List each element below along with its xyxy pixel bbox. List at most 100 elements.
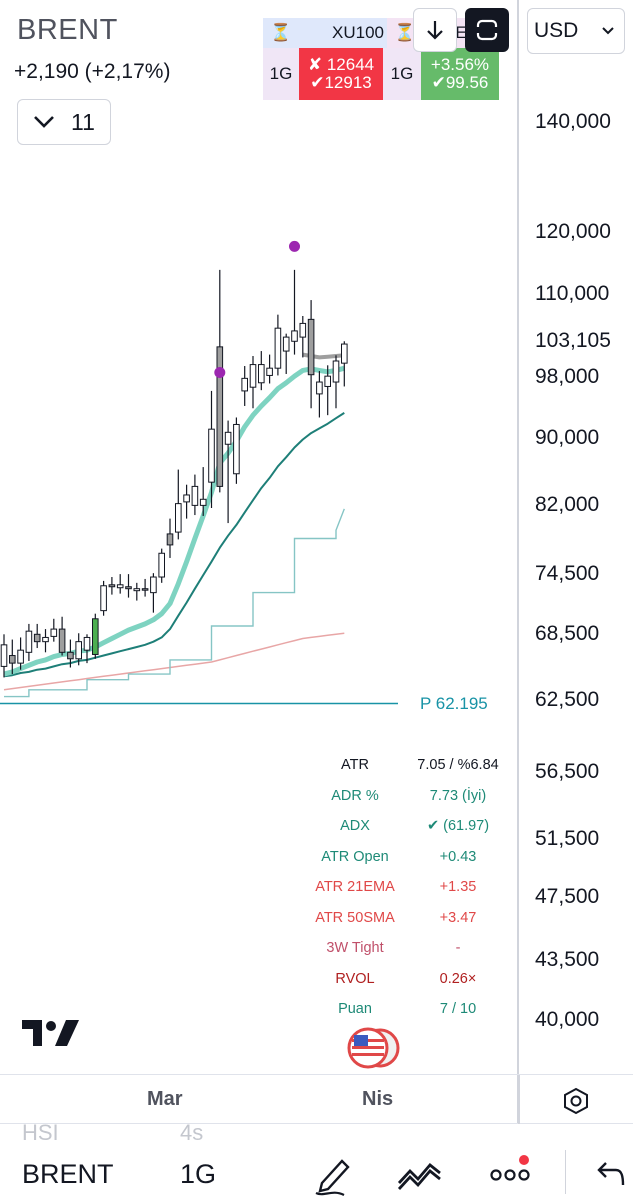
price-axis-label: 90,000 bbox=[535, 426, 600, 449]
candle-body bbox=[58, 628, 66, 653]
price-axis-label: 56,500 bbox=[535, 760, 600, 783]
stat-label: ADX bbox=[340, 818, 370, 834]
widget-box-1-line1: ✘ 12644 bbox=[307, 55, 375, 74]
widget-interval-1: 1G bbox=[263, 48, 299, 100]
price-axis-label: 110,000 bbox=[535, 282, 610, 305]
price-line-label: P 62.195 bbox=[420, 694, 488, 713]
widget-box-1: ✘ 12644 ✔12913 bbox=[299, 48, 383, 100]
tradingview-logo-icon bbox=[22, 1020, 79, 1046]
stat-label: ATR 21EMA bbox=[315, 879, 395, 895]
candle-body bbox=[150, 576, 157, 594]
price-axis-label: 47,500 bbox=[535, 885, 600, 908]
candle-body bbox=[324, 375, 331, 387]
candle-body bbox=[83, 636, 91, 651]
price-axis-label: 40,000 bbox=[535, 1008, 600, 1031]
candle-body bbox=[116, 584, 124, 589]
stat-row: ADX ✔ (61.97) bbox=[300, 816, 520, 836]
stat-row: RVOL 0.26× bbox=[300, 969, 520, 989]
ghost-symbol: HSI bbox=[22, 1120, 59, 1145]
widget-interval-2: 1G bbox=[383, 48, 421, 100]
candle-body bbox=[258, 364, 265, 384]
stat-row: ATR 7.05 / %6.84 bbox=[300, 755, 520, 775]
widget-box-1-line2: ✔12913 bbox=[310, 73, 372, 92]
stat-value: +1.35 bbox=[439, 879, 477, 895]
stat-value: 0.26× bbox=[439, 970, 477, 987]
ma-slow-line bbox=[3, 412, 345, 678]
fullscreen-icon bbox=[476, 19, 498, 41]
stat-value: +3.47 bbox=[439, 909, 477, 926]
indicators-collapse-button[interactable]: 11 bbox=[17, 99, 111, 145]
candle-body bbox=[100, 585, 107, 612]
candle-body bbox=[33, 633, 41, 643]
candle-body bbox=[50, 628, 58, 637]
symbol-title[interactable]: BRENT bbox=[17, 14, 118, 46]
stat-label: ATR Open bbox=[321, 848, 389, 865]
stat-value: 7.73 (İyi) bbox=[429, 787, 487, 804]
candle-body bbox=[241, 377, 248, 392]
candle-body bbox=[75, 641, 83, 660]
candle-body bbox=[208, 428, 215, 483]
candle-body bbox=[166, 533, 174, 546]
drawing-pen-icon[interactable] bbox=[310, 1153, 354, 1197]
settings-hexagon-icon[interactable] bbox=[562, 1087, 590, 1115]
stat-label: RVOL bbox=[335, 970, 375, 987]
price-axis-label: 62,500 bbox=[535, 688, 600, 711]
currency-select[interactable]: USD bbox=[527, 8, 625, 54]
candle-body bbox=[17, 649, 24, 664]
candle-body bbox=[67, 651, 74, 660]
stat-row: ATR Open +0.43 bbox=[300, 847, 520, 867]
hourglass-icon: ⏳ bbox=[263, 18, 299, 48]
candle-body bbox=[299, 322, 307, 338]
us-flag-icon bbox=[347, 1027, 400, 1069]
time-axis-label: Nis bbox=[362, 1088, 394, 1110]
candle-body bbox=[141, 588, 149, 591]
stat-value: +0.43 bbox=[439, 848, 477, 865]
stat-value: 7.05 / %6.84 bbox=[417, 757, 499, 773]
candle-body bbox=[266, 367, 273, 376]
candle-body bbox=[274, 327, 282, 369]
stat-row: ATR 21EMA +1.35 bbox=[300, 877, 520, 897]
candle-body bbox=[291, 330, 298, 342]
candle-body bbox=[158, 552, 165, 578]
stat-row: ATR 50SMA +3.47 bbox=[300, 908, 520, 928]
indicators-chart-icon[interactable] bbox=[396, 1157, 444, 1193]
toolbar-divider bbox=[565, 1150, 566, 1194]
price-axis-label: 74,500 bbox=[535, 562, 600, 585]
widget-box-2-line2: ✔99.56 bbox=[431, 73, 489, 92]
more-options-icon[interactable] bbox=[490, 1153, 534, 1185]
stat-value: ✔ (61.97) bbox=[426, 818, 490, 834]
stat-value: - bbox=[455, 940, 461, 956]
candle-body bbox=[42, 636, 49, 643]
ma-fast-line bbox=[3, 365, 345, 677]
ma-long-line bbox=[3, 632, 345, 691]
candle-body bbox=[332, 360, 340, 383]
candle-body bbox=[341, 343, 348, 364]
widget-box-2-line1: +3.56% bbox=[430, 55, 490, 74]
currency-label: USD bbox=[534, 19, 579, 42]
ghost-interval: 4s bbox=[180, 1120, 204, 1145]
candle-body bbox=[9, 655, 16, 664]
time-axis[interactable]: Mar Nis bbox=[0, 1074, 633, 1124]
price-axis-label: 68,500 bbox=[535, 622, 600, 645]
stat-label: ATR 50SMA bbox=[315, 909, 395, 926]
candle-body bbox=[183, 494, 190, 503]
candle-body bbox=[316, 381, 323, 395]
candle-body bbox=[0, 644, 8, 667]
undo-icon[interactable] bbox=[596, 1159, 626, 1187]
indicator-count: 11 bbox=[71, 108, 95, 135]
candle-body bbox=[108, 584, 116, 588]
candle-body bbox=[249, 364, 257, 388]
candle-body bbox=[216, 346, 224, 487]
stat-value: 7 / 10 bbox=[439, 1001, 477, 1017]
fullscreen-button[interactable] bbox=[465, 8, 509, 52]
price-axis-label: 82,000 bbox=[535, 493, 600, 516]
stat-label: 3W Tight bbox=[326, 940, 384, 956]
arrow-down-icon bbox=[427, 21, 443, 40]
bottom-interval-button[interactable]: 1G bbox=[180, 1159, 217, 1189]
candle-body bbox=[133, 588, 141, 592]
stat-label: Puan bbox=[338, 1001, 372, 1017]
candle-body bbox=[233, 423, 240, 475]
bottom-symbol-button[interactable]: BRENT bbox=[22, 1159, 114, 1189]
arrow-down-button[interactable] bbox=[413, 8, 457, 52]
